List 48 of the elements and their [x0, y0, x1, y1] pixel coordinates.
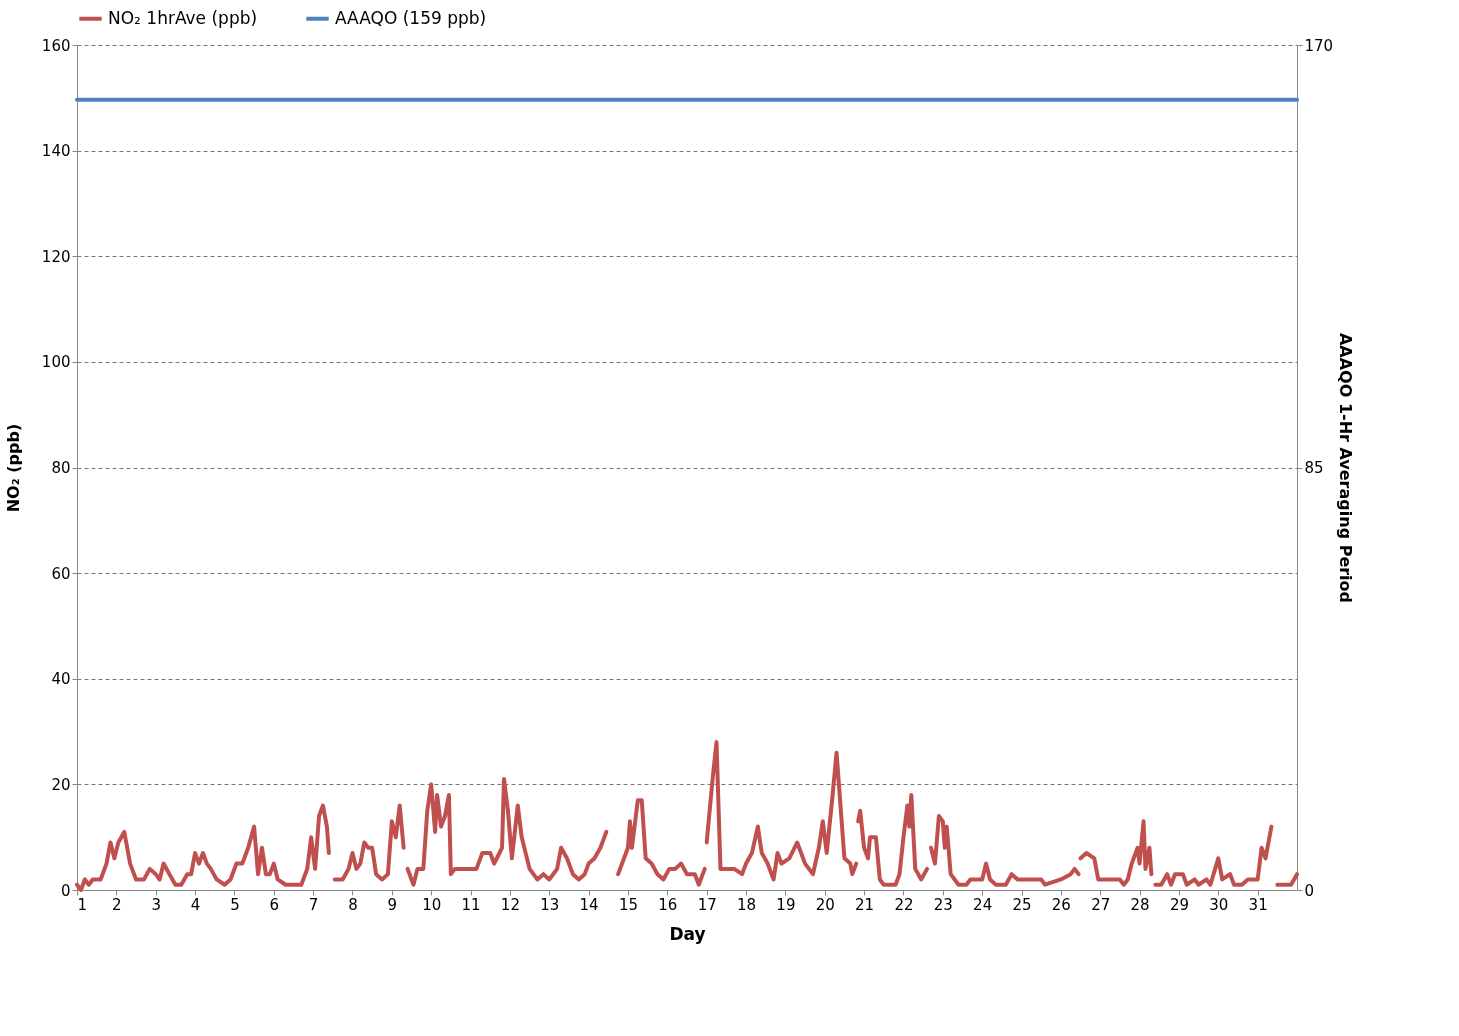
x-tick-label: 20	[815, 895, 835, 914]
y-tick-label: 100	[41, 353, 71, 372]
x-tick-label: 10	[422, 895, 442, 914]
legend-label: NO₂ 1hrAve (ppb)	[108, 7, 258, 28]
y-tick-label: 40	[51, 670, 71, 689]
y2-axis-title: AAAQO 1-Hr Averaging Period	[1336, 332, 1356, 604]
x-tick-label: 22	[894, 895, 914, 914]
y-tick-label: 20	[51, 775, 71, 794]
x-axis-title: Day	[669, 923, 706, 944]
y2-tick-label: 0	[1304, 881, 1315, 900]
y-tick-label: 160	[41, 36, 71, 55]
x-tick-label: 13	[540, 895, 560, 914]
x-tick-label: 3	[151, 895, 161, 914]
x-tick-label: 8	[348, 895, 358, 914]
y-tick-label: 80	[51, 459, 71, 477]
x-tick-label: 15	[618, 895, 639, 914]
x-tick-label: 12	[500, 895, 520, 914]
x-tick-label: 23	[933, 895, 953, 914]
x-tick-label: 2	[112, 895, 122, 914]
x-tick-label: 30	[1209, 895, 1229, 914]
x-tick-label: 14	[579, 895, 599, 914]
x-tick-label: 6	[269, 895, 280, 914]
x-tick-label: 21	[855, 895, 875, 914]
x-tick-label: 31	[1248, 895, 1268, 914]
x-tick-label: 27	[1091, 895, 1111, 914]
y2-tick-label: 85	[1304, 459, 1324, 477]
x-tick-label: 1	[77, 895, 88, 914]
x-tick-label: 16	[658, 895, 678, 914]
legend-label: AAAQO (159 ppb)	[335, 7, 487, 28]
x-tick-label: 29	[1169, 895, 1189, 914]
y-tick-label: 0	[60, 881, 71, 900]
x-tick-label: 17	[697, 895, 717, 914]
y2-tick-label: 170	[1304, 36, 1334, 55]
x-tick-label: 24	[973, 895, 993, 914]
x-tick-label: 4	[190, 895, 201, 914]
x-tick-label: 25	[1012, 895, 1032, 914]
y-tick-label: 140	[41, 142, 71, 161]
x-tick-label: 28	[1130, 895, 1150, 914]
y-tick-label: 60	[51, 564, 71, 583]
y-tick-label: 120	[41, 247, 71, 266]
x-tick-label: 19	[776, 895, 796, 914]
x-tick-label: 5	[230, 895, 240, 914]
y-axis-title: NO₂ (ppb)	[3, 423, 23, 513]
x-tick-label: 11	[461, 895, 481, 914]
x-tick-label: 18	[736, 895, 757, 914]
x-tick-label: 26	[1051, 895, 1071, 914]
x-tick-label: 7	[308, 895, 319, 914]
x-tick-label: 9	[387, 895, 398, 914]
